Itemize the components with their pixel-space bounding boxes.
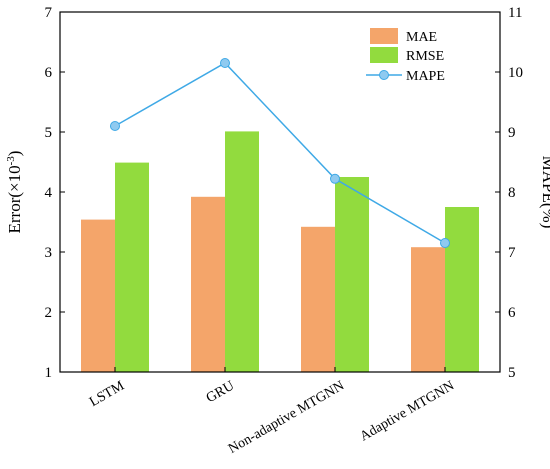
y-left-tick-label-3: 4 — [45, 185, 53, 201]
mape-point-2 — [330, 173, 340, 184]
y-right-tick-label-4: 9 — [508, 125, 516, 141]
y-axis-left-title-close: ) — [5, 151, 24, 157]
x-category-label-1: GRU — [204, 378, 237, 406]
mape-line — [114, 62, 446, 244]
y-left-tick-label-6: 7 — [45, 5, 53, 21]
y-right-tick-label-3: 8 — [508, 185, 516, 201]
x-category-label-0: LSTM — [87, 378, 127, 410]
bar-rmse-0 — [115, 162, 149, 372]
mape-point-3 — [440, 238, 450, 248]
bar-rmse-2 — [335, 177, 369, 372]
legend-label-rmse: RMSE — [406, 49, 444, 64]
bar-mae-1 — [191, 196, 225, 372]
bar-mae-2 — [301, 226, 335, 372]
y-right-tick-label-1: 6 — [508, 305, 516, 321]
y-left-tick-label-1: 2 — [45, 305, 53, 321]
bar-mae-3 — [411, 247, 445, 372]
y-left-tick-label-4: 5 — [45, 125, 53, 141]
x-category-label-3: Adaptive MTGNN — [358, 378, 457, 444]
y-right-tick-label-6: 11 — [508, 5, 522, 21]
y-axis-left-title-exp: -3 — [5, 156, 17, 166]
y-left-tick-label-0: 1 — [45, 365, 53, 381]
ticks-layer: 1 2 3 4 5 6 7 5 6 7 8 9 10 11 — [45, 5, 524, 381]
y-right-tick-label-2: 7 — [508, 245, 516, 261]
y-right-tick-label-5: 10 — [508, 65, 523, 81]
mape-point-0 — [110, 121, 120, 131]
y-axis-left-title: Error(×10-3) — [5, 151, 24, 234]
legend-marker-mape — [379, 70, 389, 80]
bar-rmse-3 — [445, 207, 479, 372]
y-left-tick-label-2: 3 — [45, 245, 53, 261]
y-right-tick-label-0: 5 — [508, 365, 516, 381]
mape-line-layer — [110, 58, 450, 248]
legend-label-mae: MAE — [406, 30, 437, 45]
bars-layer — [81, 131, 479, 372]
x-category-label-2: Non-adaptive MTGNN — [226, 378, 347, 457]
bar-mae-0 — [81, 219, 115, 372]
y-axis-right-title: MAPE(%) — [539, 156, 550, 229]
y-left-tick-label-5: 6 — [45, 65, 53, 81]
legend-swatch-rmse — [370, 47, 398, 63]
y-axis-left-title-main: Error(×10 — [5, 165, 24, 233]
legend-label-mape: MAPE — [406, 69, 445, 84]
mape-point-1 — [220, 58, 230, 68]
legend: MAE RMSE MAPE — [366, 28, 445, 84]
bar-rmse-1 — [225, 131, 259, 372]
legend-swatch-mae — [370, 28, 398, 44]
